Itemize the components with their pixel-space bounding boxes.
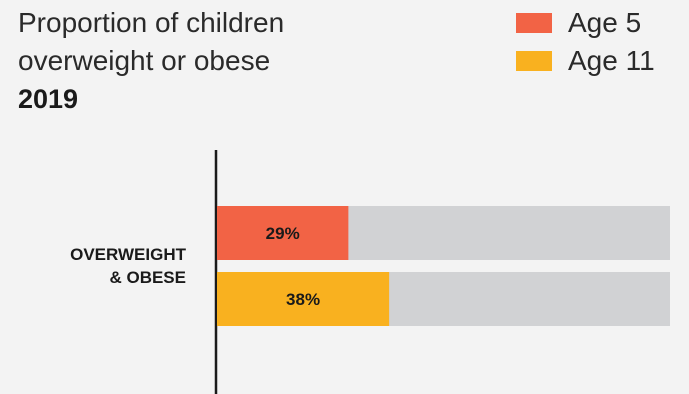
legend-label-age-11: Age 11 — [568, 45, 655, 76]
bars-group: 29% 38% — [217, 206, 670, 326]
chart-year: 2019 — [18, 84, 79, 114]
legend-swatch-age-11 — [516, 51, 552, 71]
bar-age-11 — [217, 272, 390, 326]
legend-item-age-5: Age 5 — [516, 4, 655, 42]
category-label-line-1: OVERWEIGHT — [70, 245, 186, 264]
bar-age-5 — [217, 206, 349, 260]
data-label-age-5: 29% — [266, 224, 300, 243]
chart-title: Proportion of children overweight or obe… — [18, 4, 284, 80]
chart-title-line-2: overweight or obese — [18, 45, 271, 76]
legend-item-age-11: Age 11 — [516, 42, 655, 80]
data-label-age-11: 38% — [286, 290, 320, 309]
legend-swatch-age-5 — [516, 13, 552, 33]
category-label-line-2: & OBESE — [109, 268, 186, 287]
legend-label-age-5: Age 5 — [568, 7, 642, 38]
chart-title-line-1: Proportion of children — [18, 7, 285, 38]
legend: Age 5 Age 11 — [516, 4, 655, 80]
